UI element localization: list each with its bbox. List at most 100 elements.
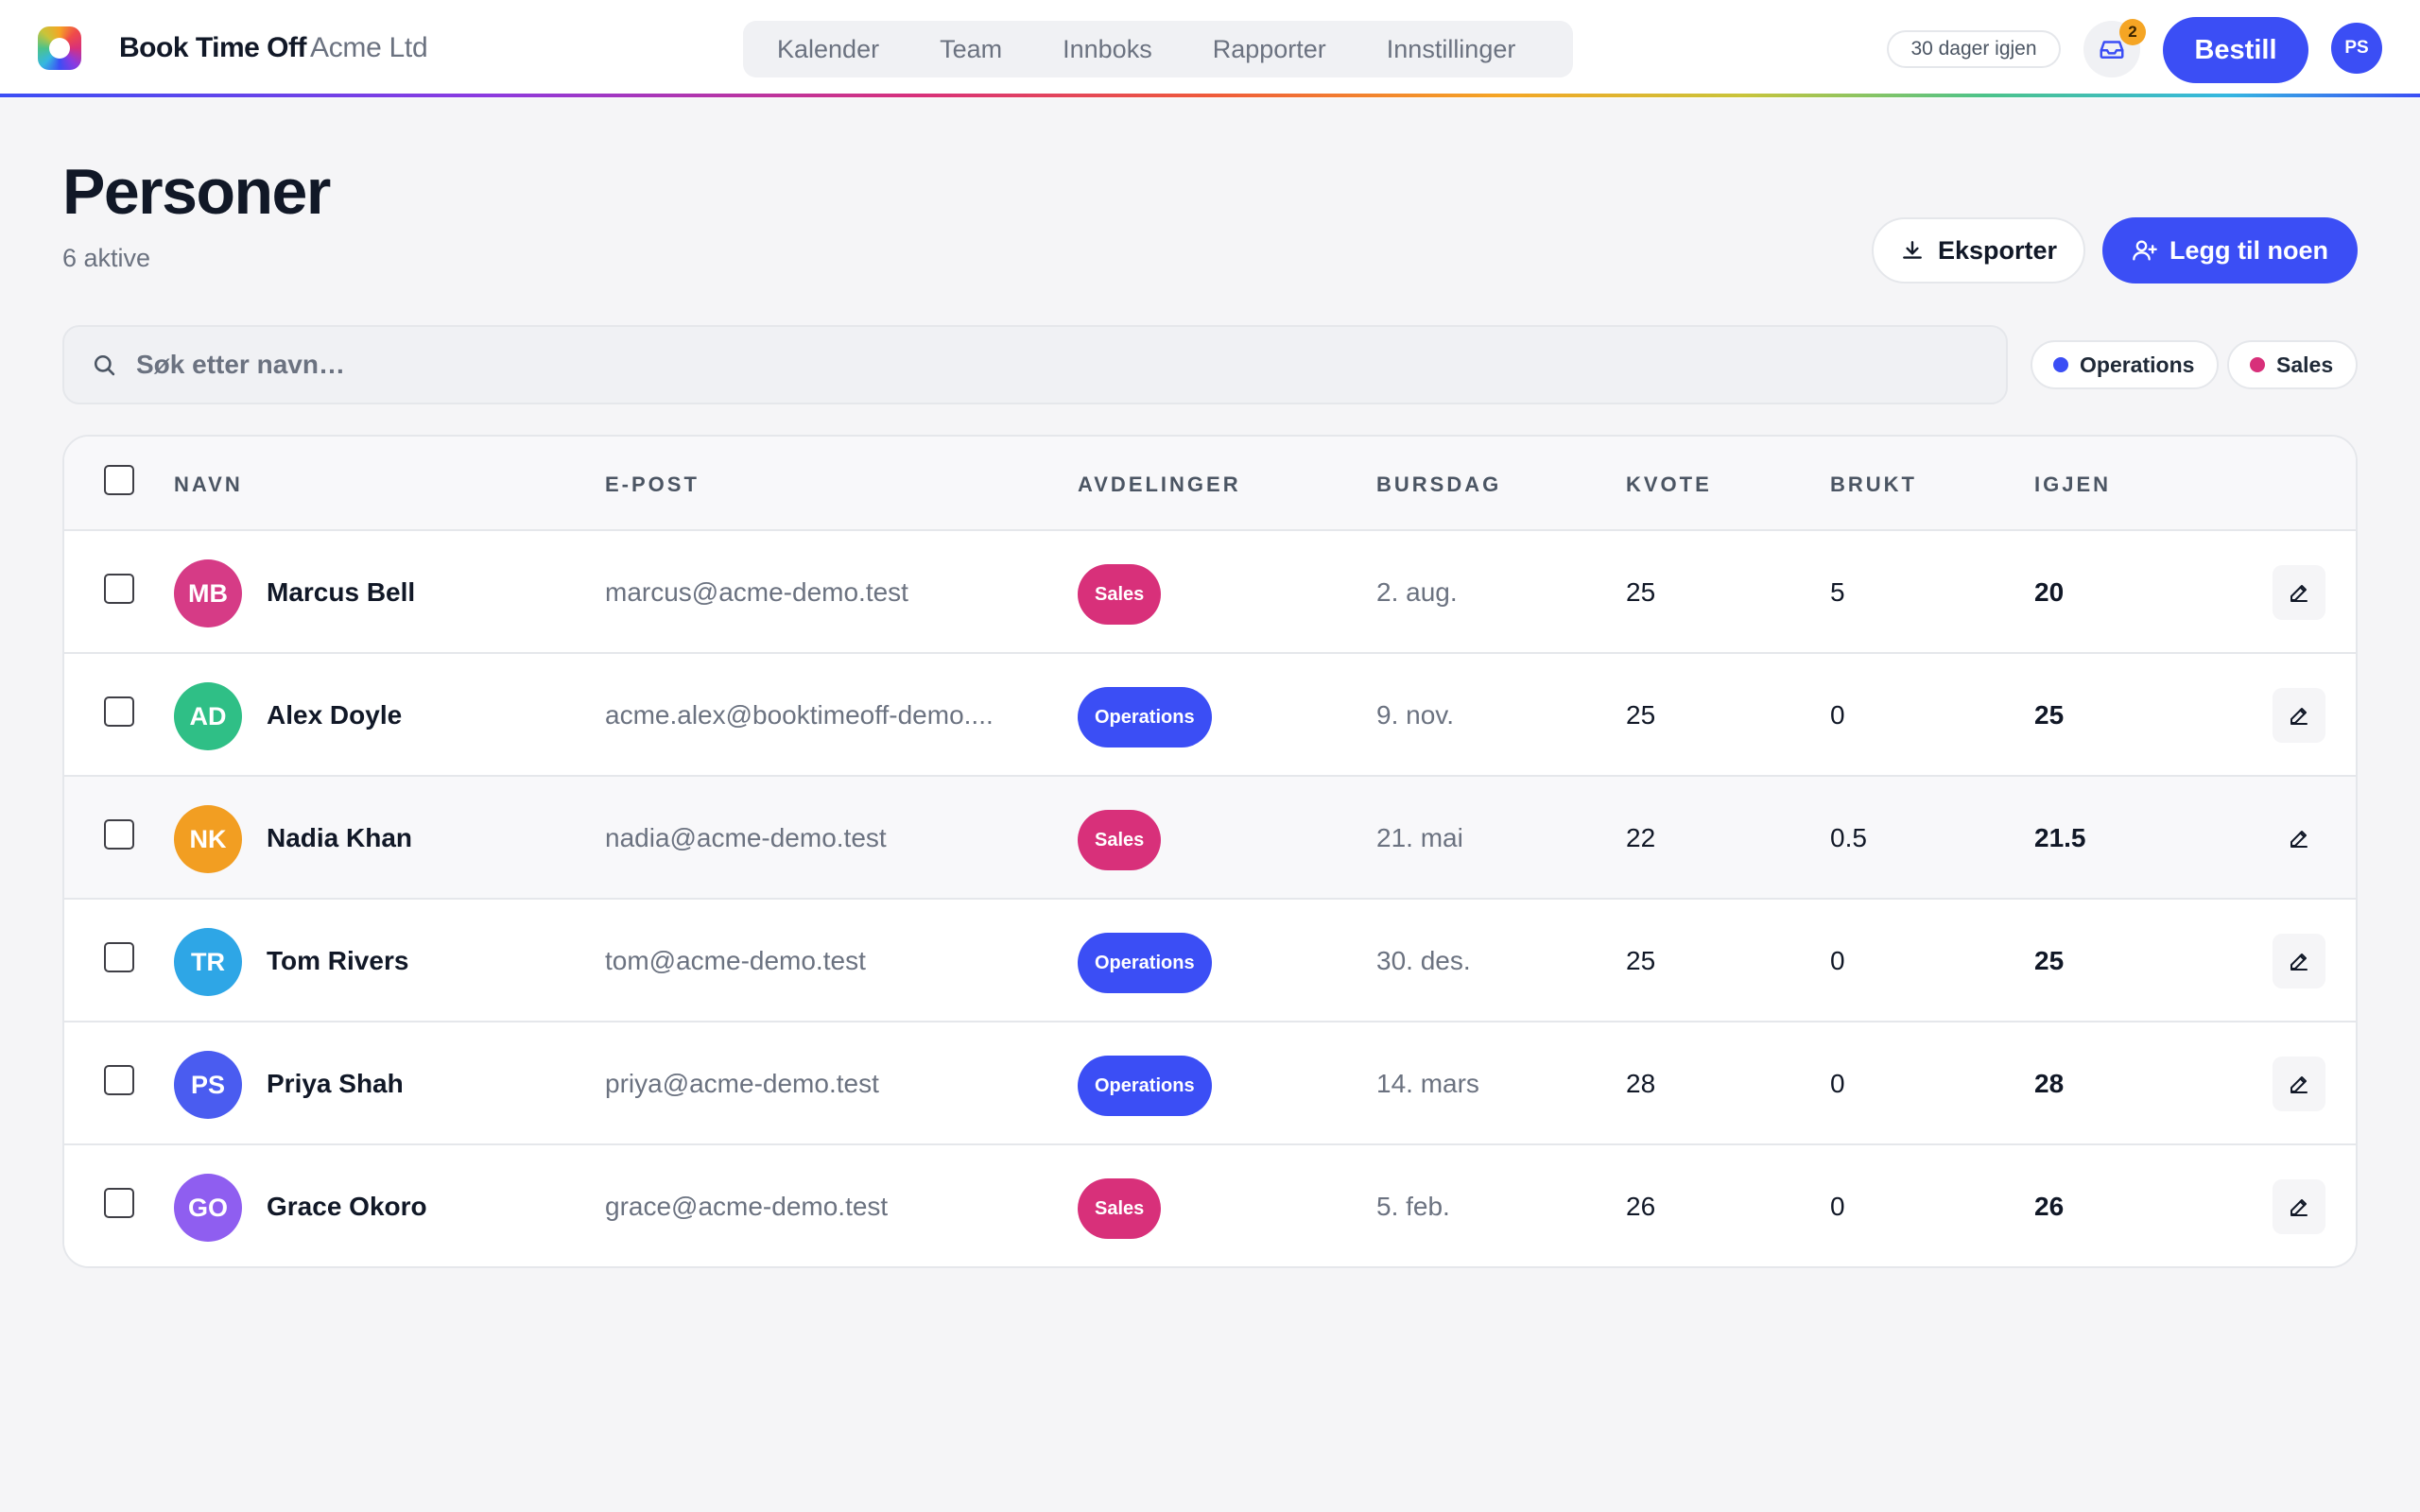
order-button[interactable]: Bestill	[2163, 17, 2308, 83]
nav-item-innboks[interactable]: Innboks	[1063, 34, 1152, 63]
organization-name: Acme Ltd	[310, 32, 428, 63]
person-name[interactable]: Grace Okoro	[267, 1192, 427, 1221]
row-checkbox[interactable]	[104, 1188, 134, 1218]
row-checkbox[interactable]	[104, 942, 134, 972]
pencil-icon	[2290, 585, 2308, 602]
filter-chip-operations[interactable]: Operations	[2031, 340, 2220, 389]
table-row[interactable]: PS Priya Shah priya@acme-demo.test Opera…	[64, 1022, 2356, 1145]
birthday-value: 14. mars	[1376, 1069, 1479, 1098]
quota-value: 25	[1626, 577, 1656, 607]
avatar: TR	[174, 928, 242, 996]
used-value: 5	[1830, 577, 1845, 607]
edit-button[interactable]	[2273, 811, 2325, 866]
pencil-icon	[2290, 831, 2308, 848]
row-checkbox[interactable]	[104, 574, 134, 604]
department-badge: Operations	[1078, 933, 1212, 993]
export-label: Eksporter	[1937, 235, 2058, 265]
select-all-checkbox[interactable]	[104, 465, 134, 495]
birthday-value: 5. feb.	[1376, 1192, 1450, 1221]
department-badge: Operations	[1078, 687, 1212, 747]
department-badge: Sales	[1078, 810, 1162, 870]
column-header-quota[interactable]: KVOTE	[1626, 472, 1712, 496]
remaining-value: 25	[2034, 946, 2065, 975]
page-title: Personer	[62, 156, 331, 228]
person-name[interactable]: Nadia Khan	[267, 823, 413, 852]
header-gradient-divider	[0, 94, 2420, 97]
person-name[interactable]: Marcus Bell	[267, 577, 416, 607]
user-plus-icon	[2133, 240, 2157, 261]
remaining-value: 26	[2034, 1192, 2065, 1221]
person-email: grace@acme-demo.test	[605, 1192, 889, 1221]
table-row[interactable]: NK Nadia Khan nadia@acme-demo.test Sales…	[64, 777, 2356, 900]
remaining-value: 25	[2034, 700, 2065, 730]
search-bar	[62, 325, 2008, 404]
used-value: 0	[1830, 946, 1845, 975]
birthday-value: 2. aug.	[1376, 577, 1458, 607]
table-row[interactable]: AD Alex Doyle acme.alex@booktimeoff-demo…	[64, 654, 2356, 777]
person-email: acme.alex@booktimeoff-demo....	[605, 700, 994, 730]
used-value: 0.5	[1830, 823, 1867, 852]
avatar: NK	[174, 805, 242, 873]
remaining-value: 20	[2034, 577, 2065, 607]
filter-chip-sales[interactable]: Sales	[2227, 340, 2359, 389]
nav-item-kalender[interactable]: Kalender	[777, 34, 880, 63]
column-header-name[interactable]: NAVN	[174, 472, 243, 496]
app-logo[interactable]	[38, 26, 81, 70]
department-badge: Sales	[1078, 1178, 1162, 1239]
quota-value: 25	[1626, 700, 1656, 730]
birthday-value: 30. des.	[1376, 946, 1471, 975]
quota-value: 22	[1626, 823, 1656, 852]
table-row[interactable]: MB Marcus Bell marcus@acme-demo.test Sal…	[64, 531, 2356, 654]
table-row[interactable]: TR Tom Rivers tom@acme-demo.test Operati…	[64, 900, 2356, 1022]
column-header-birthday[interactable]: BURSDAG	[1376, 472, 1502, 496]
search-icon	[94, 354, 115, 376]
column-header-remaining[interactable]: IGJEN	[2034, 472, 2112, 496]
birthday-value: 9. nov.	[1376, 700, 1454, 730]
active-count: 6 aktive	[62, 244, 151, 272]
pencil-icon	[2290, 708, 2308, 725]
pencil-icon	[2290, 954, 2308, 971]
edit-button[interactable]	[2273, 1179, 2325, 1234]
top-bar: Book Time Off Acme Ltd Kalender Team Inn…	[0, 0, 2420, 98]
brand-name: Book Time Off	[119, 32, 306, 63]
row-checkbox[interactable]	[104, 696, 134, 727]
used-value: 0	[1830, 1069, 1845, 1098]
person-name[interactable]: Tom Rivers	[267, 946, 409, 975]
user-avatar[interactable]: PS	[2331, 23, 2382, 74]
edit-button[interactable]	[2273, 934, 2325, 988]
avatar: AD	[174, 682, 242, 750]
avatar: GO	[174, 1174, 242, 1242]
main-nav: Kalender Team Innboks Rapporter Innstill…	[743, 21, 1573, 77]
edit-button[interactable]	[2273, 1057, 2325, 1111]
row-checkbox[interactable]	[104, 819, 134, 850]
avatar: MB	[174, 559, 242, 627]
table-row[interactable]: GO Grace Okoro grace@acme-demo.test Sale…	[64, 1145, 2356, 1266]
birthday-value: 21. mai	[1376, 823, 1463, 852]
filter-chip-label: Operations	[2080, 352, 2195, 377]
export-button[interactable]: Eksporter	[1872, 217, 2085, 284]
remaining-value: 28	[2034, 1069, 2065, 1098]
add-person-button[interactable]: Legg til noen	[2102, 217, 2358, 284]
column-header-used[interactable]: BRUKT	[1830, 472, 1917, 496]
quota-value: 26	[1626, 1192, 1656, 1221]
used-value: 0	[1830, 1192, 1845, 1221]
edit-button[interactable]	[2273, 688, 2325, 743]
add-person-label: Legg til noen	[2169, 235, 2328, 265]
row-checkbox[interactable]	[104, 1065, 134, 1095]
nav-item-innstillinger[interactable]: Innstillinger	[1386, 34, 1516, 63]
search-input[interactable]	[136, 350, 1932, 380]
trial-badge[interactable]: 30 dager igjen	[1887, 30, 2061, 68]
edit-button[interactable]	[2273, 565, 2325, 620]
table-header: NAVN E-POST AVDELINGER BURSDAG KVOTE BRU…	[64, 437, 2356, 531]
quota-value: 28	[1626, 1069, 1656, 1098]
person-email: marcus@acme-demo.test	[605, 577, 908, 607]
remaining-value: 21.5	[2034, 823, 2086, 852]
column-header-departments[interactable]: AVDELINGER	[1078, 472, 1241, 496]
nav-item-team[interactable]: Team	[940, 34, 1003, 63]
nav-item-rapporter[interactable]: Rapporter	[1212, 34, 1326, 63]
person-name[interactable]: Alex Doyle	[267, 700, 403, 730]
column-header-email[interactable]: E-POST	[605, 472, 700, 496]
person-email: tom@acme-demo.test	[605, 946, 866, 975]
person-name[interactable]: Priya Shah	[267, 1069, 404, 1098]
person-email: priya@acme-demo.test	[605, 1069, 879, 1098]
